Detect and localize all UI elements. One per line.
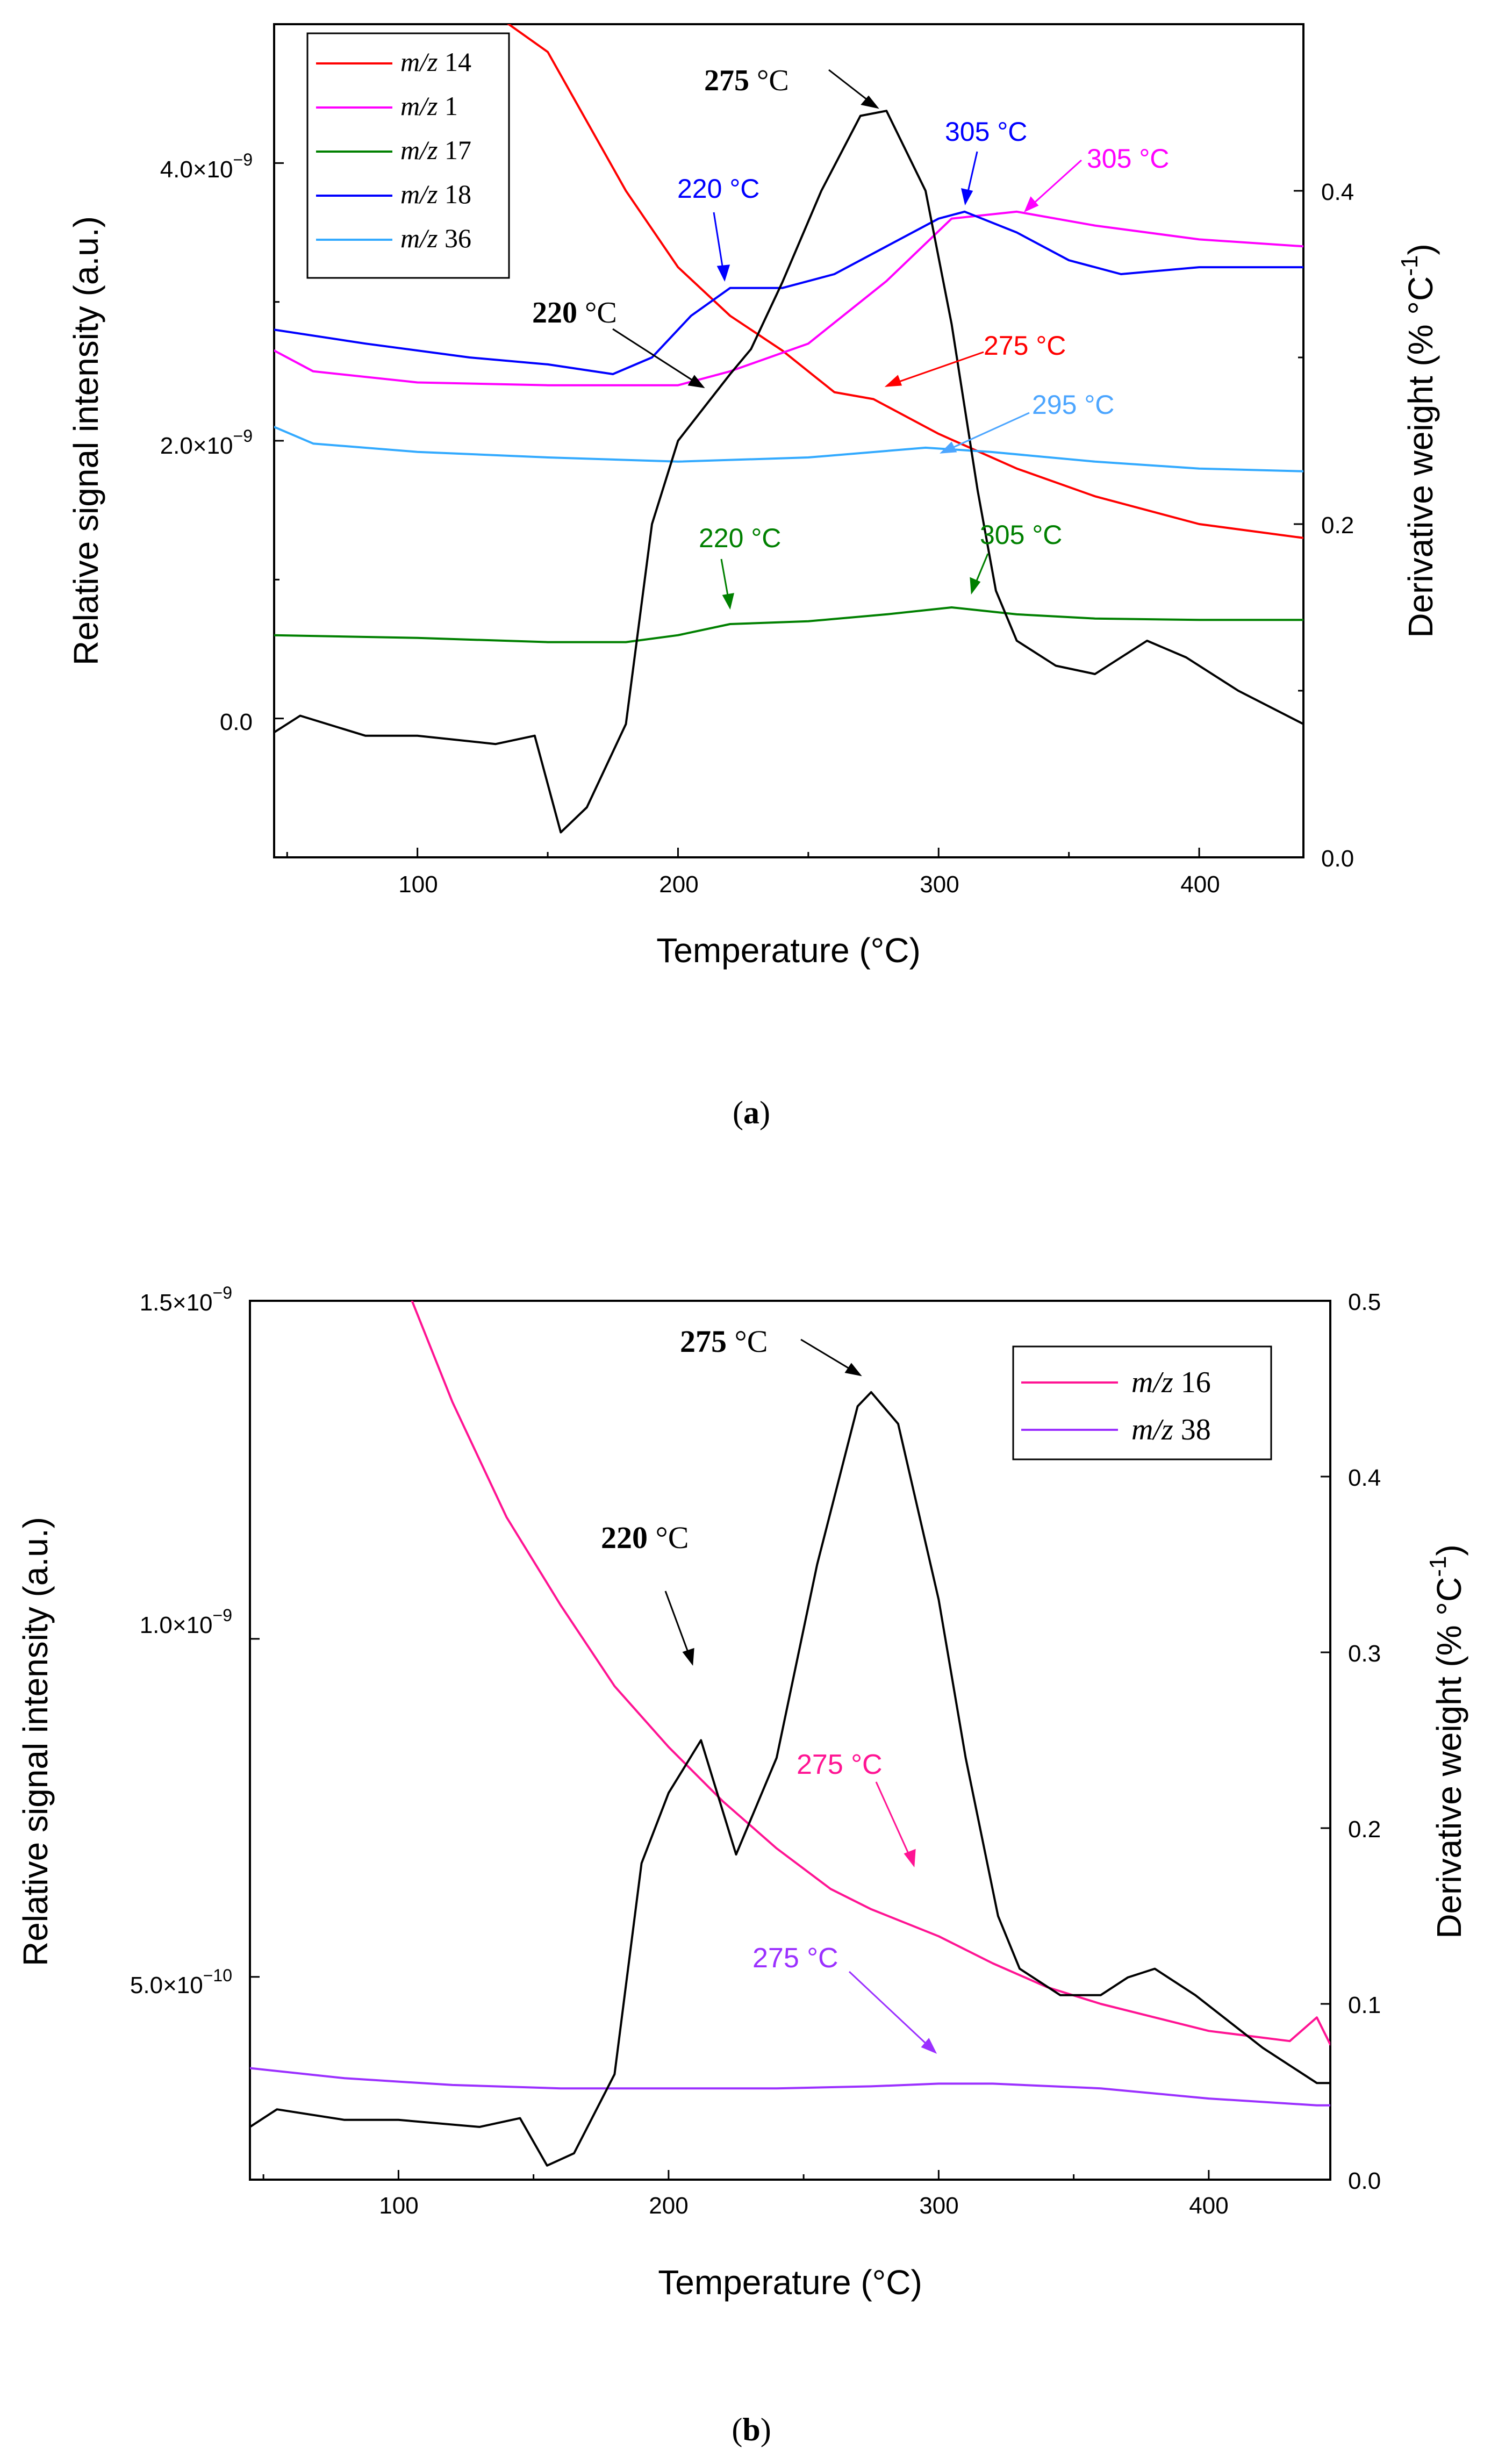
panel-a-arrow-220-deriv-head [687,375,705,389]
panel-b-ytick-left-1: 1.0×10−9 [140,1606,232,1638]
panel-b-xtick-100: 100 [379,2193,418,2219]
panel-b-xtick-200: 200 [649,2193,688,2219]
panel-b-ytick-left-0: 5.0×10−10 [130,1966,232,1999]
panel-a-annotation-275-deriv: 275 °C [704,64,789,97]
panel-a-annotation-arrows [612,69,1083,610]
panel-a-xlabel: Temperature (°C) [656,931,921,970]
panel-a: 0.0 2.0×10−9 4.0×10−9 0.0 0.2 0.4 100 20… [67,23,1440,1130]
panel-a-arrow-305-mz18-head [961,188,973,206]
panel-b-ylabel-right: Derivative weight (% °C-1) [1425,1544,1468,1938]
panel-b-tick-marks [250,1300,1330,2181]
panel-b-ytick-right-5: 0.5 [1348,1289,1381,1315]
panel-b-legend-box [1012,1345,1272,1460]
panel-a-legend: m/z 14 m/z 1 m/z 17 m/z 18 m/z 36 [306,32,510,279]
panel-b-series-derivative-weight [250,1391,1330,2167]
panel-a-arrow-275-mz14 [886,351,984,387]
panel-a-ytick-left-0: 0.0 [220,709,253,735]
panel-b-ytick-right-4: 0.4 [1348,1465,1381,1491]
panel-b-ytick-left-2: 1.5×10−9 [140,1283,232,1316]
panel-b-annotation-275-deriv: 275 °C [680,1324,768,1359]
panel-b-arrow-275-mz38-head [921,2038,937,2054]
panel-b-caption: (b) [732,2412,771,2447]
panel-b-ytick-right-0: 0.0 [1348,2168,1381,2194]
panel-a-series-m-z-18 [274,210,1303,375]
panel-a-annotation-305-mz1: 305 °C [1087,144,1169,174]
panel-b-arrow-275-mz16 [875,1781,915,1866]
panel-b-xtick-400: 400 [1189,2193,1228,2219]
panel-a-annotation-220-deriv: 220 °C [532,296,617,330]
panel-a-arrow-220-mz17-head [722,593,734,610]
panel-a-arrow-275-deriv-head [861,95,879,109]
panel-a-series-m-z-1 [274,210,1303,386]
panel-a-series-m-z-14 [506,24,1303,539]
panel-a-plot-area [274,24,1303,858]
panel-a-series-m-z-36 [274,426,1303,472]
panel-a-legend-label-mz14: m/z 14 [400,47,471,77]
panel-b-ytick-right-2: 0.2 [1348,1816,1381,1843]
panel-b-legend: m/z 16 m/z 38 [1012,1345,1272,1460]
panel-b-legend-label-mz38: m/z 38 [1131,1413,1211,1446]
panel-a-legend-label-mz17: m/z 17 [400,135,471,165]
panel-b-series-m-z-38 [250,2067,1330,2107]
panel-a-annotation-220-mz17: 220 °C [699,523,781,553]
panel-b-ylabel-left: Relative signal intensity (a.u.) [16,1517,55,1966]
panel-a-annotation-220-mz18: 220 °C [677,174,759,204]
panel-b: 5.0×10−10 1.0×10−9 1.5×10−9 0.0 0.1 0.2 … [16,1283,1468,2447]
panel-b-annotation-arrows [664,1338,937,2054]
panel-b-arrow-220-deriv-head [682,1648,694,1666]
panel-b-annotation-275-mz38: 275 °C [752,1943,838,1974]
panel-a-xtick-200: 200 [659,871,698,898]
panel-a-xtick-400: 400 [1180,871,1220,898]
panel-b-annotation-220-deriv: 220 °C [601,1520,689,1555]
panel-a-legend-label-mz1: m/z 1 [400,91,458,121]
panel-b-annotation-275-mz16: 275 °C [797,1749,883,1780]
panel-a-caption: (a) [733,1095,770,1130]
panel-a-annotation-305-mz17: 305 °C [980,520,1062,550]
panel-a-series [274,24,1303,834]
panel-a-xtick-300: 300 [920,871,959,898]
panel-b-plot-frame [249,1300,1331,2181]
panel-a-arrow-220-mz18-head [716,264,730,282]
panel-a-arrow-305-mz1-head [1024,196,1039,212]
panel-b-plot-area [250,1300,1330,2181]
panel-a-legend-label-mz18: m/z 18 [400,179,471,209]
panel-a-series-m-z-17 [274,606,1303,643]
panel-b-legend-label-mz16: m/z 16 [1131,1366,1211,1399]
panel-a-ytick-left-1: 2.0×10−9 [160,426,253,459]
panel-a-annotation-295-mz36: 295 °C [1032,390,1114,420]
panel-a-ytick-right-1: 0.2 [1321,512,1354,539]
panel-b-xtick-300: 300 [919,2193,958,2219]
panel-a-annotation-305-mz18: 305 °C [945,117,1027,147]
panel-a-ylabel-left: Relative signal intensity (a.u.) [67,216,105,665]
panel-a-ylabel-right: Derivative weight (% °C-1) [1396,243,1440,638]
panel-a-arrow-305-mz17-head [970,577,981,595]
panel-a-tick-marks [274,162,1303,858]
panel-a-arrow-295-mz36-head [940,441,957,454]
panel-a-ytick-right-2: 0.4 [1321,179,1354,205]
panel-a-ytick-left-2: 4.0×10−9 [160,150,253,183]
panel-a-ytick-right-0: 0.0 [1321,846,1354,872]
panel-b-arrow-275-mz16-head [904,1849,916,1868]
panel-a-arrow-295-mz36 [941,412,1030,454]
panel-b-series-m-z-16 [411,1301,1330,2046]
panel-a-series-derivative-weight [274,110,1303,834]
panel-a-legend-label-mz36: m/z 36 [400,223,471,253]
panel-a-annotation-275-mz14: 275 °C [984,331,1066,361]
panel-a-arrow-220-deriv [612,328,704,388]
panel-b-ytick-right-1: 0.1 [1348,1992,1381,2018]
panel-b-series [250,1301,1330,2167]
panel-a-legend-box [306,32,510,279]
panel-a-xtick-100: 100 [398,871,438,898]
panel-b-arrow-275-deriv-head [844,1363,862,1377]
panel-b-arrow-275-mz38 [848,1971,936,2053]
panel-b-ytick-right-3: 0.3 [1348,1641,1381,1667]
panel-a-arrow-275-mz14-head [884,375,902,387]
panel-b-xlabel: Temperature (°C) [658,2263,922,2302]
